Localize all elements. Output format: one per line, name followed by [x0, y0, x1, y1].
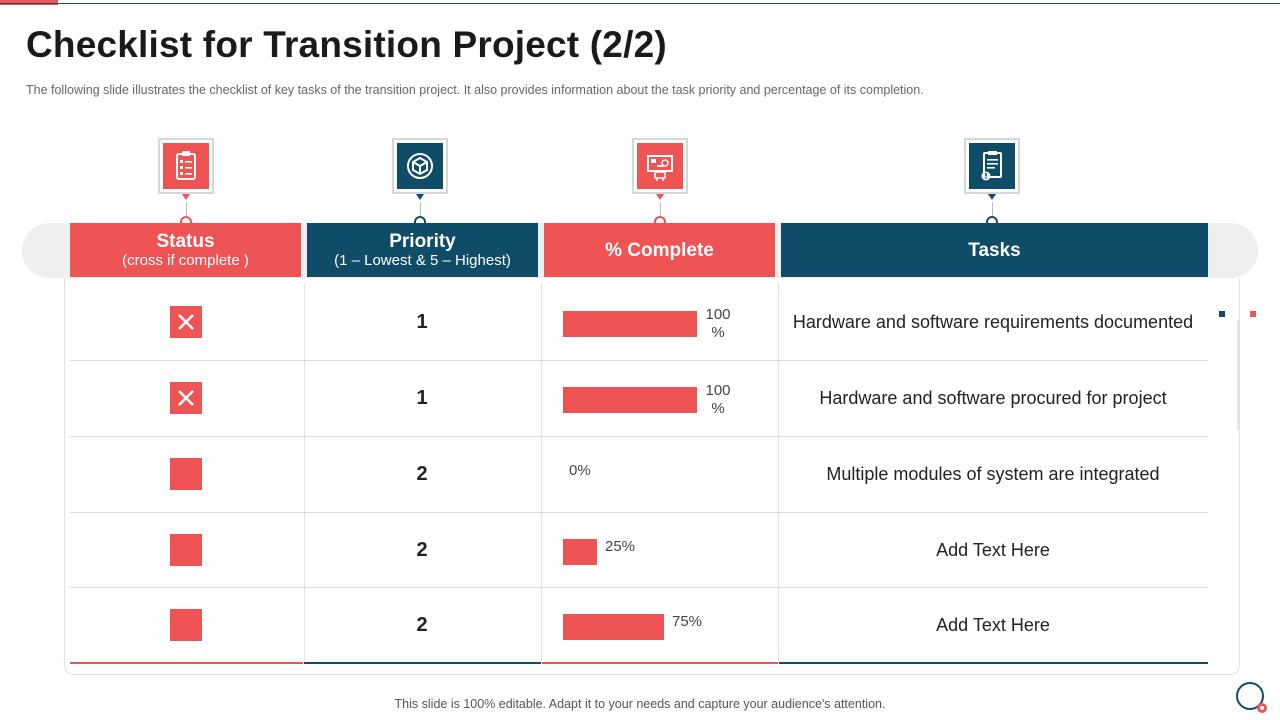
cross-icon — [178, 390, 194, 406]
column-header-title: % Complete — [605, 239, 714, 261]
page-subtitle: The following slide illustrates the chec… — [26, 83, 924, 97]
completion-label-unit: % — [711, 400, 725, 417]
decorative-square — [1219, 311, 1225, 317]
table-card — [64, 278, 1240, 675]
magnifier-gear-icon — [1236, 682, 1267, 713]
completion-label: 100 % — [705, 306, 731, 342]
connector-pin — [988, 194, 996, 200]
completion-label-value: 100 — [705, 382, 731, 399]
completion-label-value: 25% — [605, 538, 636, 555]
connector-stem — [660, 202, 661, 216]
task-text: Hardware and software requirements docum… — [792, 311, 1194, 332]
decorative-rule — [1237, 320, 1239, 430]
completion-label-value: 75% — [672, 613, 703, 630]
row-divider — [70, 436, 1208, 437]
column-header-tasks: Tasks — [781, 223, 1208, 277]
top-rule — [0, 3, 1280, 4]
table-row: 2 25% Add Text Here — [70, 512, 1208, 588]
completion-label: 100 % — [705, 382, 731, 418]
completion-bar — [563, 387, 697, 413]
column-divider — [304, 283, 305, 663]
row-divider — [70, 360, 1208, 361]
column-footer-line — [304, 662, 541, 664]
dashboard-presentation-icon — [632, 138, 688, 194]
task-text: Hardware and software procured for proje… — [819, 387, 1167, 408]
top-accent-bar — [0, 0, 58, 5]
connector-stem — [992, 202, 993, 216]
completion-bar — [563, 539, 597, 565]
column-divider — [778, 283, 779, 663]
column-header-subtitle: (cross if complete ) — [122, 251, 249, 269]
document-alert-icon — [964, 138, 1020, 194]
status-checkbox[interactable] — [170, 609, 202, 641]
completion-label-unit: % — [711, 324, 725, 341]
table-row: 2 75% Add Text Here — [70, 587, 1208, 663]
row-divider — [70, 587, 1208, 588]
status-checkbox[interactable] — [170, 534, 202, 566]
completion-label: 0% — [569, 462, 591, 480]
row-divider — [70, 512, 1208, 513]
priority-value: 2 — [416, 462, 428, 485]
column-divider — [541, 283, 542, 663]
column-footer-line — [70, 662, 303, 664]
table-row: 1 100 % Hardware and software requiremen… — [70, 284, 1208, 360]
completion-label-value: 0% — [569, 462, 591, 479]
priority-value: 1 — [416, 386, 428, 409]
column-header-title: Status — [156, 230, 215, 252]
column-header-priority: Priority (1 – Lowest & 5 – Highest) — [307, 223, 538, 277]
completion-label: 25% — [605, 538, 635, 556]
task-text: Add Text Here — [936, 539, 1050, 560]
column-header-title: Priority — [389, 230, 456, 252]
column-header-complete: % Complete — [544, 223, 775, 277]
column-header-title: Tasks — [968, 239, 1021, 261]
status-checkbox[interactable] — [170, 306, 202, 338]
priority-value: 2 — [416, 538, 428, 561]
connector-stem — [420, 202, 421, 216]
completion-bar — [563, 311, 697, 337]
priority-value: 1 — [416, 310, 428, 333]
table-row: 2 0% Multiple modules of system are inte… — [70, 436, 1208, 512]
column-header-status: Status (cross if complete ) — [70, 223, 301, 277]
column-footer-line — [779, 662, 1208, 664]
clipboard-checklist-icon — [158, 138, 214, 194]
cube-network-icon — [392, 138, 448, 194]
task-text: Add Text Here — [936, 614, 1050, 635]
column-header-subtitle: (1 – Lowest & 5 – Highest) — [334, 251, 511, 269]
completion-bar — [563, 614, 664, 640]
column-footer-line — [542, 662, 778, 664]
connector-stem — [186, 202, 187, 216]
page-title: Checklist for Transition Project (2/2) — [26, 24, 667, 65]
table-row: 1 100 % Hardware and software procured f… — [70, 360, 1208, 436]
completion-label: 75% — [672, 613, 702, 631]
connector-pin — [416, 194, 424, 200]
priority-value: 2 — [416, 613, 428, 636]
cross-icon — [178, 314, 194, 330]
status-checkbox[interactable] — [170, 382, 202, 414]
completion-label-value: 100 — [705, 306, 731, 323]
connector-pin — [182, 194, 190, 200]
decorative-square — [1250, 311, 1256, 317]
status-checkbox[interactable] — [170, 458, 202, 490]
task-text: Multiple modules of system are integrate… — [826, 463, 1160, 484]
slide-footer: This slide is 100% editable. Adapt it to… — [394, 697, 886, 711]
connector-pin — [656, 194, 664, 200]
